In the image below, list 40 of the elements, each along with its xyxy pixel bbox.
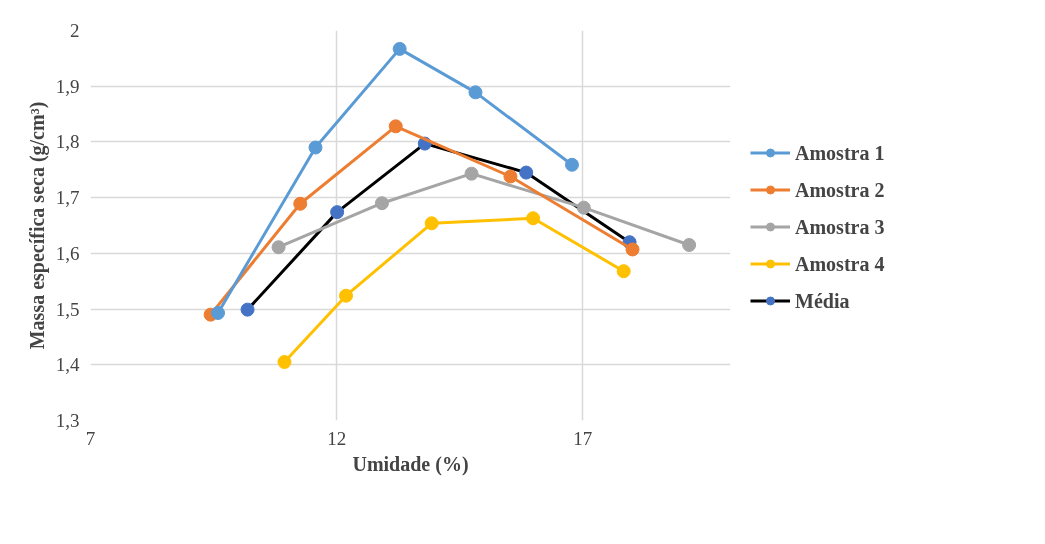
legend-label: Amostra 4 bbox=[795, 252, 885, 275]
point bbox=[468, 85, 483, 100]
point bbox=[271, 240, 286, 255]
point bbox=[519, 165, 534, 180]
point bbox=[682, 238, 697, 252]
legend-label: Amostra 2 bbox=[795, 178, 885, 201]
x-tick-label: 12 bbox=[327, 427, 347, 449]
y-tick-label: 1,6 bbox=[55, 242, 80, 264]
point bbox=[293, 196, 308, 211]
point bbox=[503, 169, 518, 184]
point bbox=[424, 216, 439, 231]
x-axis-title: Umidade (%) bbox=[352, 452, 469, 476]
point bbox=[277, 355, 292, 369]
point bbox=[240, 302, 255, 317]
point bbox=[564, 157, 579, 172]
point bbox=[211, 305, 226, 320]
y-tick-label: 1,5 bbox=[55, 298, 80, 320]
point bbox=[392, 41, 407, 56]
x-tick-label: 7 bbox=[85, 427, 96, 449]
point bbox=[339, 288, 354, 303]
y-tick-label: 2 bbox=[70, 20, 80, 41]
point bbox=[374, 196, 389, 211]
legend-label: Amostra 1 bbox=[795, 141, 885, 164]
legend-label: Amostra 3 bbox=[795, 215, 885, 238]
point bbox=[308, 140, 323, 155]
legend-label: Média bbox=[795, 289, 850, 312]
y-tick-label: 1,9 bbox=[55, 75, 80, 97]
y-tick-label: 1,7 bbox=[55, 187, 80, 209]
point bbox=[464, 166, 479, 181]
y-tick-label: 1,3 bbox=[55, 410, 80, 431]
point bbox=[330, 205, 345, 220]
y-tick-label: 1,4 bbox=[55, 354, 80, 376]
point bbox=[616, 264, 631, 279]
point bbox=[625, 242, 640, 257]
point bbox=[388, 119, 403, 134]
point bbox=[576, 200, 591, 215]
point bbox=[526, 211, 541, 226]
y-tick-label: 1,8 bbox=[55, 131, 80, 153]
x-tick-label: 17 bbox=[573, 427, 593, 449]
y-axis-title: Massa específica seca (g/cm³) bbox=[25, 101, 49, 350]
